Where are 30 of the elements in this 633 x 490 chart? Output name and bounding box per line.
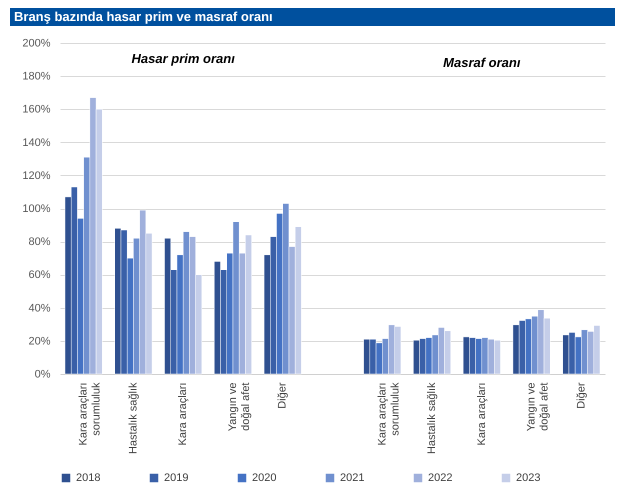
annotation: Masraf oranı [443, 55, 521, 70]
y-tick-label: 0% [34, 368, 51, 380]
legend-label: 2018 [76, 472, 100, 484]
legend-label: 2020 [252, 472, 276, 484]
legend-label: 2022 [428, 472, 452, 484]
legend-label: 2021 [340, 472, 364, 484]
y-tick-label: 160% [22, 104, 51, 116]
x-tick-label: Diğer [575, 382, 588, 409]
x-tick-label: Hastalık sağlık [426, 382, 438, 454]
chart-title: Branş bazında hasar prim ve masraf oranı [14, 9, 273, 24]
x-tick-label: Kara araçları [177, 382, 190, 446]
x-tick-label: Kara araçları sorumluluk [78, 382, 103, 446]
legend-label: 2019 [164, 472, 188, 484]
x-tick-label: Diğer [276, 382, 289, 409]
y-tick-label: 100% [22, 203, 51, 215]
y-tick-label: 120% [22, 170, 51, 182]
x-tick-label: Yangın ve doğal afet [226, 382, 252, 432]
y-tick-label: 40% [28, 302, 51, 314]
legend-label: 2023 [516, 472, 540, 484]
y-tick-label: 200% [22, 38, 51, 50]
x-tick-label: Kara araçları sorumluluk [376, 382, 402, 446]
x-tick-label: Hastalık sağlık [127, 382, 140, 454]
x-tick-label: Yangın ve doğal afet [526, 382, 551, 432]
y-tick-label: 80% [28, 236, 51, 248]
y-tick-label: 180% [22, 70, 51, 83]
y-tick-label: 140% [22, 136, 51, 149]
annotation: Hasar prim oranı [132, 51, 236, 66]
y-tick-label: 60% [28, 269, 51, 282]
y-tick-label: 20% [28, 335, 51, 348]
x-tick-label: Kara araçları [476, 382, 488, 446]
